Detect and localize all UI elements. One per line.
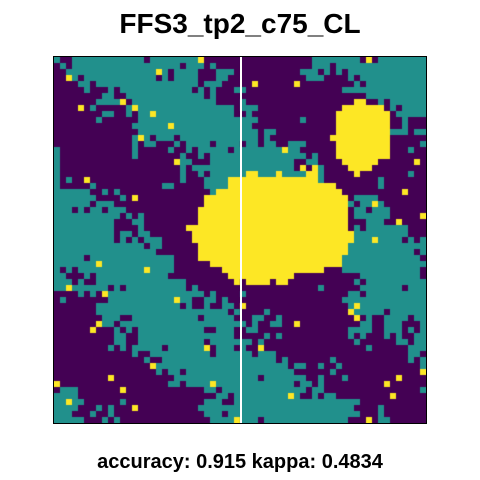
accuracy-caption: accuracy: 0.915 kappa: 0.4834 bbox=[97, 451, 383, 473]
plot-title: FFS3_tp2_c75_CL bbox=[119, 8, 361, 39]
classification-map bbox=[53, 56, 427, 424]
tile-divider-line bbox=[240, 57, 242, 423]
